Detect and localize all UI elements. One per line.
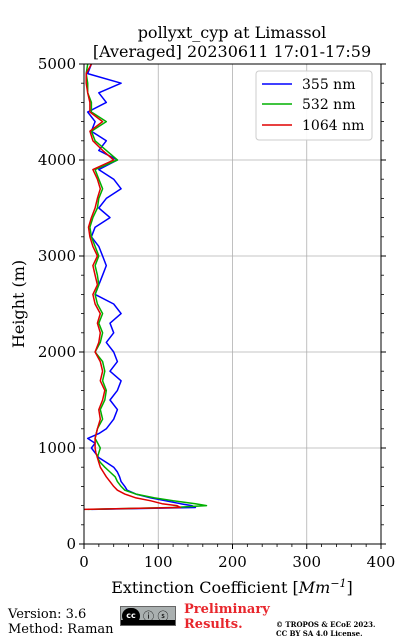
- x-axis-label-sup: −1: [330, 577, 346, 590]
- y-tick-label-4: 4000: [38, 151, 76, 169]
- copyright-line-1: © TROPOS & ECoE 2023.: [276, 620, 376, 629]
- cc-badge-strip: [121, 620, 175, 625]
- method-text: Method: Raman: [8, 622, 114, 637]
- x-tick-label-3: 300: [292, 553, 321, 571]
- y-tick-label-1: 1000: [38, 439, 76, 457]
- y-tick-label-2: 2000: [38, 343, 76, 361]
- by-sa-icon: ⓘ ⓢ: [143, 610, 169, 623]
- legend-box: [255, 70, 373, 141]
- preliminary-line-1: Preliminary: [184, 602, 270, 617]
- x-tick-label-1: 100: [144, 553, 173, 571]
- y-tick-label-0: 0: [66, 535, 76, 553]
- x-axis-label-text: Extinction Coefficient [: [111, 578, 299, 597]
- cc-license-badge: cc ⓘ ⓢ: [120, 606, 176, 626]
- y-tick-label-3: 3000: [38, 247, 76, 265]
- legend-label-1064: 1064 nm: [302, 118, 364, 134]
- preliminary-line-2: Results.: [184, 617, 243, 632]
- x-tick-label-2: 200: [218, 553, 247, 571]
- series-line-532-nm: [85, 63, 208, 511]
- y-axis-label: Height (m): [9, 260, 28, 348]
- x-tick-label-4: 400: [367, 553, 396, 571]
- series-layer: [83, 63, 208, 511]
- legend: 355 nm 532 nm 1064 nm: [255, 70, 373, 141]
- copyright-notice: © TROPOS & ECoE 2023. CC BY SA 4.0 Licen…: [276, 620, 375, 638]
- series-line-1064-nm: [83, 63, 182, 511]
- legend-label-355: 355 nm: [302, 77, 355, 93]
- extinction-profile-chart: pollyxt_cyp at Limassol [Averaged] 20230…: [9, 23, 396, 597]
- x-axis-label-unit: Mm: [298, 578, 331, 597]
- x-tick-label-0: 0: [79, 553, 89, 571]
- legend-label-532: 532 nm: [302, 97, 355, 113]
- chart-title: pollyxt_cyp at Limassol: [138, 23, 327, 42]
- version-text: Version: 3.6: [8, 607, 87, 622]
- chart-subtitle: [Averaged] 20230611 17:01-17:59: [93, 42, 371, 61]
- copyright-line-2: CC BY SA 4.0 License.: [276, 629, 363, 638]
- x-axis-label: Extinction Coefficient [Mm−1]: [111, 577, 353, 597]
- preliminary-notice: Preliminary Results.: [184, 602, 270, 632]
- x-axis-label-close: ]: [347, 578, 353, 597]
- y-tick-label-5: 5000: [38, 55, 76, 73]
- series-line-355-nm: [86, 63, 197, 511]
